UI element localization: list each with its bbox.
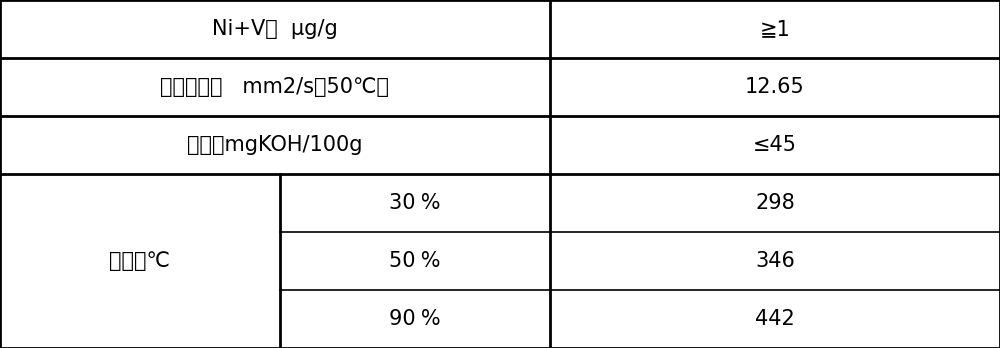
Text: ≤45: ≤45 <box>753 135 797 155</box>
Text: 馏程，℃: 馏程，℃ <box>110 251 170 271</box>
Text: 30 %: 30 % <box>389 193 441 213</box>
Text: 346: 346 <box>755 251 795 271</box>
Text: 酸值，mgKOH/100g: 酸值，mgKOH/100g <box>187 135 363 155</box>
Text: 50 %: 50 % <box>389 251 441 271</box>
Text: 442: 442 <box>755 309 795 329</box>
Text: 运动粘度：   mm2/s（50℃）: 运动粘度： mm2/s（50℃） <box>160 77 390 97</box>
Text: ≧1: ≧1 <box>760 19 790 39</box>
Text: 90 %: 90 % <box>389 309 441 329</box>
Text: 12.65: 12.65 <box>745 77 805 97</box>
Text: 298: 298 <box>755 193 795 213</box>
Text: Ni+V，  μg/g: Ni+V， μg/g <box>212 19 338 39</box>
